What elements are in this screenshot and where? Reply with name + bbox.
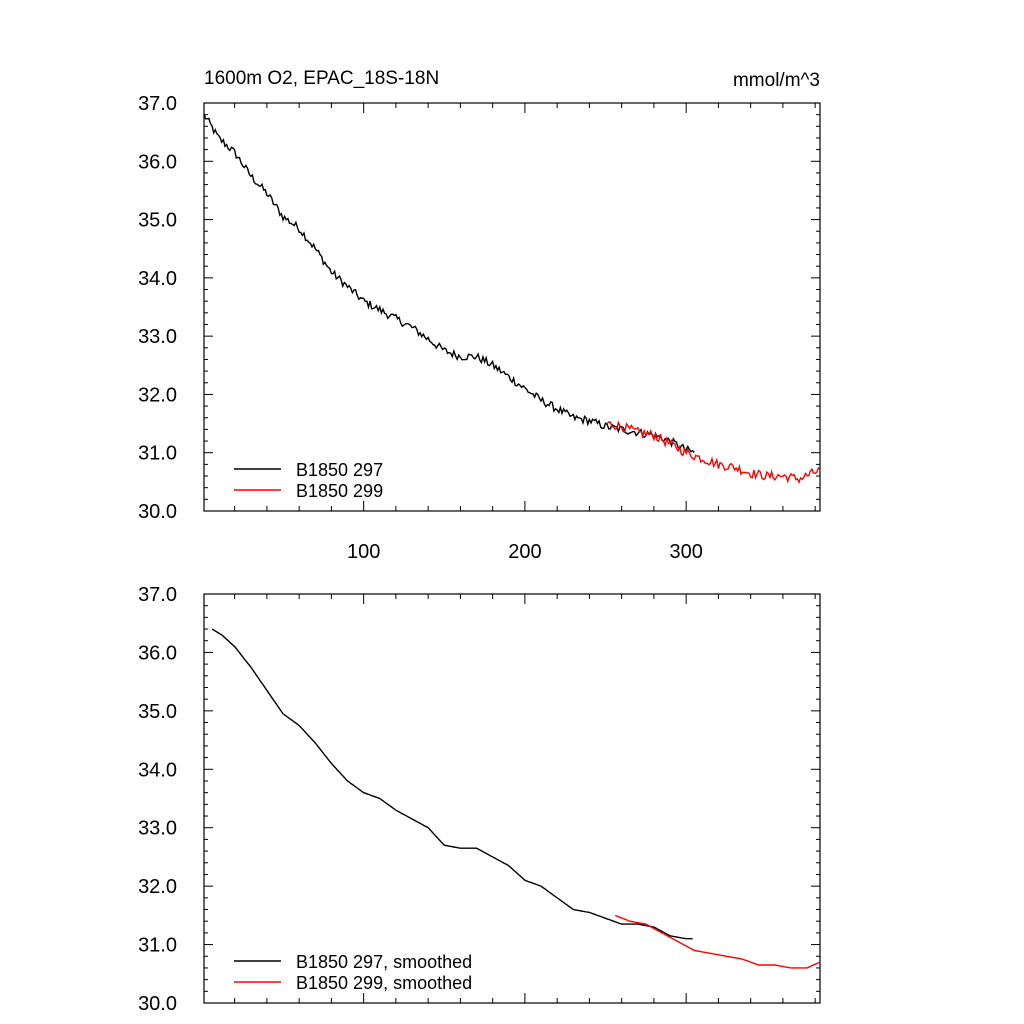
y-tick-label: 37.0 (138, 93, 177, 115)
legend-label: B1850 299, smoothed (296, 973, 472, 993)
legend-label: B1850 297 (296, 460, 383, 480)
series-line (204, 113, 695, 453)
y-tick-label: 32.0 (138, 384, 177, 406)
y-tick-label: 31.0 (138, 443, 177, 465)
y-tick-label: 34.0 (138, 759, 177, 781)
y-tick-label: 35.0 (138, 210, 177, 232)
y-tick-label: 36.0 (138, 151, 177, 173)
x-tick-label: 100 (347, 541, 380, 563)
y-tick-label: 30.0 (138, 501, 177, 523)
y-tick-label: 36.0 (138, 642, 177, 664)
top-plot: 30.0 31.0 32.0 33.0 34.0 35.0 36.0 37.0 100 200 30… (138, 93, 821, 563)
y-tick-label: 33.0 (138, 326, 177, 348)
y-tick-label: 31.0 (138, 935, 177, 957)
y-tick-label: 37.0 (138, 584, 177, 606)
y-tick-label: 35.0 (138, 701, 177, 723)
legend-label: B1850 297, smoothed (296, 952, 472, 972)
x-tick-label: 300 (669, 541, 702, 563)
bottom-plot: 30.0 31.0 32.0 33.0 34.0 35.0 36.0 37.0 B1850 29… (138, 584, 821, 1015)
plot-frame (203, 102, 821, 512)
x-tick-label: 200 (508, 541, 541, 563)
y-tick-label: 30.0 (138, 993, 177, 1015)
y-tick-label: 34.0 (138, 268, 177, 290)
units-label: mmol/m^3 (733, 70, 820, 91)
series-line (614, 914, 820, 969)
chart-title: 1600m O2, EPAC_18S-18N (204, 68, 439, 89)
y-tick-label: 33.0 (138, 818, 177, 840)
series-line (606, 420, 820, 485)
series-line (211, 628, 693, 940)
y-tick-label: 32.0 (138, 876, 177, 898)
plot-frame (203, 593, 821, 1004)
legend-label: B1850 299 (296, 481, 383, 501)
